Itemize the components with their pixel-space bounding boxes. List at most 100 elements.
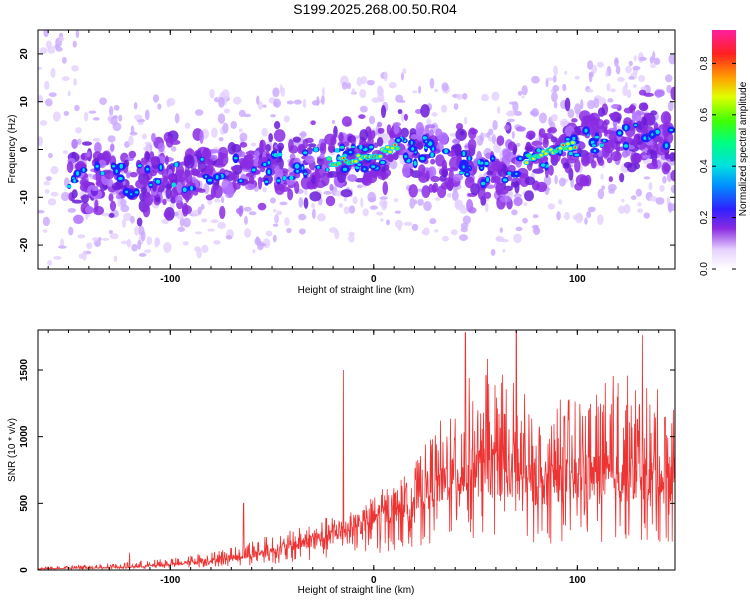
spectrogram-hotspot-core	[215, 174, 219, 180]
spectrogram-speckle	[217, 221, 227, 229]
spectrogram-hotspot-core	[484, 161, 489, 166]
spectrogram-cell	[376, 137, 384, 147]
spectrogram-cell	[466, 198, 474, 213]
spectrogram-speckle	[343, 196, 347, 202]
spectrogram-speckle	[129, 131, 138, 136]
spectrogram-speckle	[393, 198, 399, 203]
spectrogram-hotspot-core	[624, 125, 628, 131]
spectrogram-speckle	[62, 150, 69, 155]
spectrogram-speckle	[369, 205, 378, 210]
spectrogram-hotspot-core	[462, 165, 465, 169]
ridge-cell-core	[544, 152, 548, 156]
spectrogram-cell	[326, 170, 339, 178]
spectrogram-cell	[210, 185, 216, 199]
spectrogram-cell	[421, 185, 431, 198]
spectrogram-cell	[80, 153, 86, 160]
spectrogram-hotspot-core	[643, 136, 647, 140]
spectrogram-cell	[499, 195, 512, 203]
spectrogram-cell	[550, 136, 558, 143]
colorbar-ticks: 0.0 0.2 0.4 0.6 0.8	[699, 56, 736, 276]
spectrogram-cell	[288, 145, 299, 154]
spectrogram-cell	[371, 130, 376, 139]
spectrogram-speckle	[482, 132, 488, 138]
spectrogram-cell	[71, 138, 78, 149]
spectrogram-speckle	[667, 203, 675, 211]
spectrogram-speckle	[562, 83, 567, 92]
spectrogram-speckle	[535, 225, 539, 231]
spectrogram-speckle	[664, 74, 673, 83]
spectrogram-cell	[185, 172, 193, 184]
spectrogram-cell	[562, 163, 570, 169]
spectrogram-speckle	[272, 87, 280, 98]
spectrogram-speckle	[133, 102, 138, 110]
spectrogram-cell	[633, 134, 638, 145]
spectrogram-blobs	[38, 30, 675, 266]
spectrogram-speckle	[276, 210, 282, 216]
spectrogram-speckle	[161, 218, 169, 225]
spectrogram-cell	[175, 164, 185, 178]
spectrogram-speckle	[244, 228, 252, 238]
spectrogram-hotspot-core	[190, 185, 193, 191]
spectrogram-speckle	[356, 184, 363, 189]
spectrogram-speckle	[623, 203, 631, 214]
spectrogram-speckle	[52, 111, 61, 122]
spectrogram-speckle	[379, 196, 388, 200]
spectrogram-speckle	[434, 197, 441, 201]
spectrogram-cell	[275, 168, 283, 178]
spectrogram-speckle	[648, 182, 653, 191]
spectrogram-cell	[571, 118, 578, 123]
spectrogram-speckle	[564, 211, 570, 221]
spectrogram-cell	[621, 150, 629, 158]
spectrogram-cell	[538, 128, 546, 138]
spectrogram-speckle	[77, 138, 82, 145]
spectrogram-hotspot-core	[112, 165, 116, 168]
spectrogram-speckle	[578, 213, 583, 222]
spectrogram-speckle	[653, 57, 661, 65]
spectrogram-cell	[176, 181, 183, 193]
spectrogram-cell	[347, 174, 358, 182]
spectrogram-speckle	[650, 64, 656, 69]
spectrogram-speckle	[311, 208, 316, 219]
ridge-peak	[574, 146, 577, 149]
spectrogram-speckle	[507, 118, 515, 123]
spectrogram-cell	[213, 184, 223, 199]
spectrogram-cell	[367, 172, 379, 178]
spectrogram-speckle	[163, 242, 172, 254]
spectrogram-cell	[338, 131, 344, 143]
spectrogram-hotspot-core	[171, 182, 177, 188]
spectrogram-speckle	[109, 233, 119, 240]
spectrogram-speckle	[451, 190, 459, 202]
spectrogram-speckle	[179, 217, 185, 227]
spectrogram-speckle	[304, 189, 308, 196]
spectrogram-cell	[565, 158, 577, 164]
spectrogram-cell	[162, 198, 167, 206]
spectrogram-cell	[165, 187, 172, 199]
spectrogram-speckle	[574, 103, 582, 115]
spectrogram-speckle	[155, 237, 161, 246]
spectrogram-speckle	[60, 238, 64, 248]
spectrogram-cell	[670, 86, 675, 101]
spectrogram-speckle	[39, 47, 48, 55]
spectrogram-speckle	[454, 202, 462, 209]
spectrogram-speckle	[316, 96, 320, 106]
spectrogram-speckle	[113, 255, 118, 263]
spectrogram-hotspot-core	[572, 136, 576, 141]
spectrogram-speckle	[567, 108, 575, 119]
spectrogram-speckle	[434, 229, 439, 233]
spectrogram-cell	[66, 161, 74, 173]
spectrogram-speckle	[352, 196, 358, 205]
spectrogram-cell	[547, 128, 552, 134]
spectrogram-speckle	[543, 175, 552, 186]
spectrogram-cell	[601, 120, 608, 133]
spectrogram-speckle	[456, 93, 463, 100]
spectrogram-speckle	[45, 40, 53, 49]
spectrogram-speckle	[177, 226, 186, 232]
spectrogram-speckle	[351, 88, 356, 95]
spectrogram-speckle	[72, 40, 77, 48]
spectrogram-speckle	[257, 101, 264, 110]
spectrogram-cell	[164, 155, 169, 166]
spectrogram-speckle	[83, 111, 89, 122]
spectrogram-speckle	[409, 197, 415, 209]
spectrogram-hotspot-core	[303, 151, 308, 155]
